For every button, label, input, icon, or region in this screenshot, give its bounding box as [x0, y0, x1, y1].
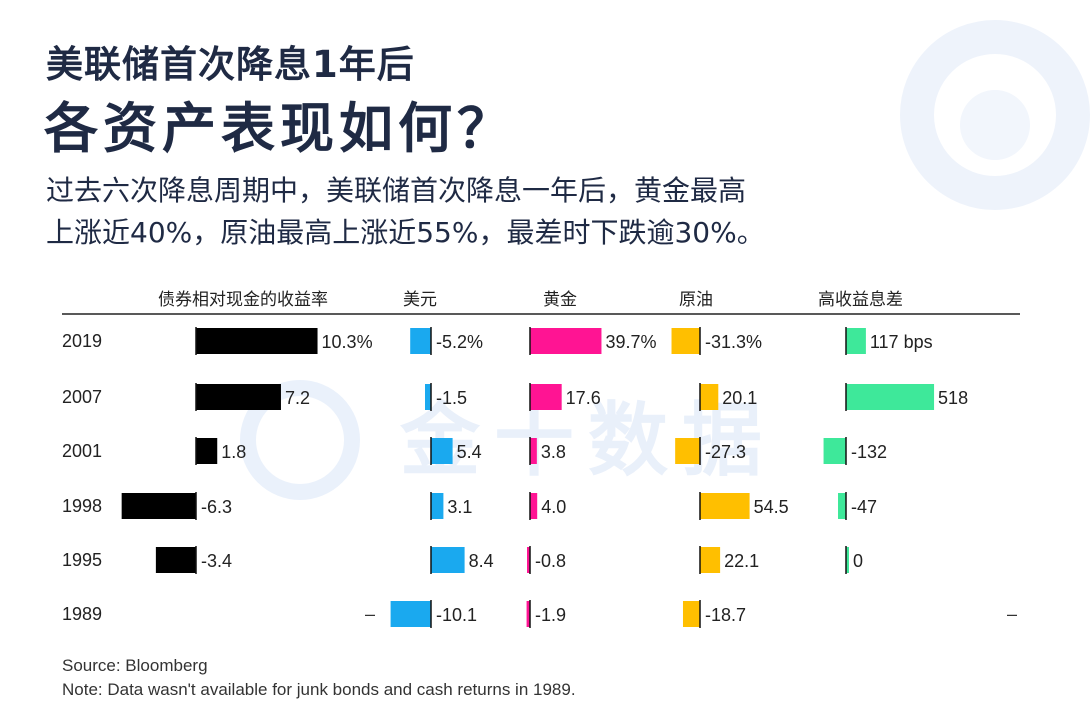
bar-usd [431, 547, 465, 573]
bar-bond-return [121, 493, 196, 519]
value-label-oil: -18.7 [705, 605, 746, 625]
bar-usd [410, 328, 431, 354]
chart-plot-area: 债券相对现金的收益率 美元 黄金 原油 高收益息差 2019 2007 2001 1998 199… [62, 290, 1020, 628]
bar-hy-spread [846, 547, 849, 573]
value-label-bond-return: -6.3 [201, 497, 232, 517]
summary-line-1: 过去六次降息周期中，美联储首次降息一年后，黄金最高 [46, 174, 747, 207]
column-header-gold: 黄金 [543, 290, 577, 310]
year-label: 2019 [62, 331, 102, 351]
value-label-hy-spread: -47 [851, 497, 877, 517]
value-label-usd: 8.4 [469, 551, 494, 571]
source-text: Source: Bloomberg [62, 656, 208, 675]
bar-gold [530, 493, 538, 519]
bar-gold [526, 601, 530, 627]
bar-oil [700, 493, 750, 519]
note-text: Note: Data wasn't available for junk bon… [62, 680, 576, 699]
year-label: 2007 [62, 387, 102, 407]
value-label-usd: -5.2% [436, 332, 483, 352]
bar-usd [431, 493, 444, 519]
bar-oil [700, 384, 719, 410]
bar-hy-spread [838, 493, 846, 519]
bar-oil [700, 547, 721, 573]
value-label-gold: 17.6 [566, 388, 601, 408]
column-header-oil: 原油 [679, 290, 713, 310]
value-label-bond-return: 10.3% [322, 332, 373, 352]
value-label-hy-spread: 518 [938, 388, 968, 408]
year-label: 2001 [62, 441, 102, 461]
column-header-hy-spread: 高收益息差 [818, 290, 903, 310]
bar-bond-return [196, 328, 318, 354]
value-label-usd: -1.5 [436, 388, 467, 408]
bar-usd [431, 438, 453, 464]
bar-gold [527, 547, 530, 573]
value-label-gold: 4.0 [541, 497, 566, 517]
year-label: 1995 [62, 550, 102, 570]
value-label-bond-return: -3.4 [201, 551, 232, 571]
bar-usd [390, 601, 431, 627]
bar-bond-return [196, 384, 281, 410]
year-label: 1998 [62, 496, 102, 516]
column-header-usd: 美元 [403, 290, 437, 310]
value-label-gold: 39.7% [605, 332, 656, 352]
value-label-gold: -1.9 [535, 605, 566, 625]
value-label-gold: -0.8 [535, 551, 566, 571]
bar-hy-spread [846, 328, 866, 354]
bar-oil [671, 328, 700, 354]
bar-usd [425, 384, 431, 410]
bar-hy-spread [823, 438, 846, 464]
year-label: 1989 [62, 604, 102, 624]
summary-text: 过去六次降息周期中，美联储首次降息一年后，黄金最高 上涨近40%，原油最高上涨近… [46, 170, 1026, 254]
headline-line-1: 美联储首次降息1年后 [46, 43, 415, 86]
summary-line-2: 上涨近40%，原油最高上涨近55%，最差时下跌逾30%。 [46, 216, 765, 249]
value-label-oil: 20.1 [722, 388, 757, 408]
value-label-usd: 3.1 [447, 497, 472, 517]
value-label-hy-spread: 117 bps [870, 332, 933, 352]
bar-bond-return [155, 547, 196, 573]
missing-value-mark: – [1007, 604, 1017, 624]
bar-hy-spread [846, 384, 935, 410]
value-label-oil: 54.5 [754, 497, 789, 517]
value-label-oil: 22.1 [724, 551, 759, 571]
bar-oil [682, 601, 700, 627]
bar-gold [530, 328, 602, 354]
headline-line-2: 各资产表现如何？ [44, 97, 516, 160]
decorative-circle-inner [960, 90, 1030, 160]
value-label-bond-return: 7.2 [285, 388, 310, 408]
missing-value-mark: – [365, 604, 375, 624]
value-label-usd: -10.1 [436, 605, 477, 625]
value-label-gold: 3.8 [541, 442, 566, 462]
value-label-oil: -31.3% [705, 332, 762, 352]
bar-gold [530, 438, 537, 464]
value-label-hy-spread: 0 [853, 551, 863, 571]
value-label-bond-return: 1.8 [221, 442, 246, 462]
value-label-usd: 5.4 [457, 442, 482, 462]
value-label-oil: -27.3 [705, 442, 746, 462]
bar-oil [675, 438, 700, 464]
column-header-bond-return: 债券相对现金的收益率 [158, 290, 328, 310]
bar-bond-return [196, 438, 218, 464]
bar-gold [530, 384, 562, 410]
value-label-hy-spread: -132 [851, 442, 887, 462]
